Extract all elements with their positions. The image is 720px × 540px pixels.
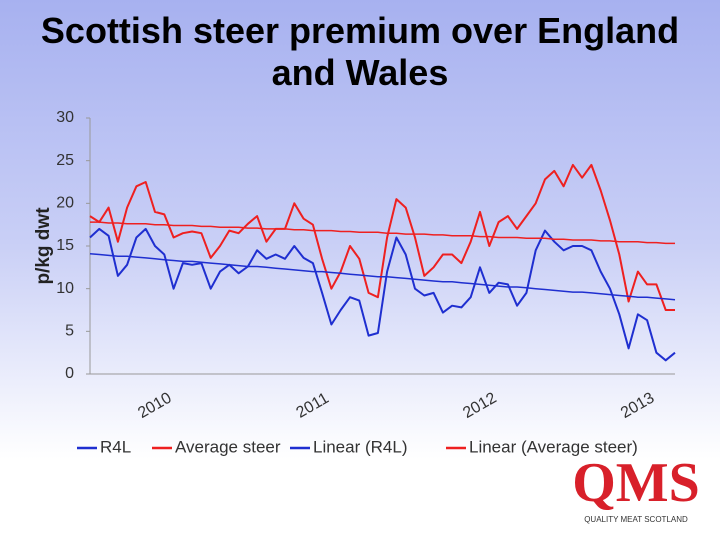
logo-text: QMS — [572, 452, 700, 514]
series-line — [90, 221, 675, 245]
y-tick-label: 5 — [65, 323, 74, 340]
legend-label: R4L — [100, 437, 131, 456]
legend-label: Linear (Average steer) — [469, 437, 638, 456]
series-line — [89, 252, 676, 301]
y-tick-label: 30 — [56, 109, 74, 126]
y-tick-label: 15 — [56, 237, 74, 254]
x-tick-label: 2011 — [294, 390, 332, 422]
x-tick-label: 2010 — [135, 389, 174, 422]
y-axis-label: p/kg dwt — [33, 207, 54, 285]
y-tick-label: 10 — [56, 280, 74, 297]
x-tick-label: 2012 — [460, 389, 499, 422]
y-tick-label: 0 — [65, 365, 74, 382]
x-tick-label: 2013 — [618, 389, 657, 422]
chart-title: Scottish steer premium over England and … — [40, 10, 680, 93]
logo-tagline: QUALITY MEAT SCOTLAND — [584, 515, 688, 524]
y-tick-label: 20 — [56, 195, 74, 212]
legend-label: Average steer — [175, 437, 281, 456]
series-line — [89, 163, 675, 311]
series-line — [89, 227, 676, 362]
y-tick-label: 25 — [56, 152, 74, 169]
legend-label: Linear (R4L) — [313, 437, 408, 456]
